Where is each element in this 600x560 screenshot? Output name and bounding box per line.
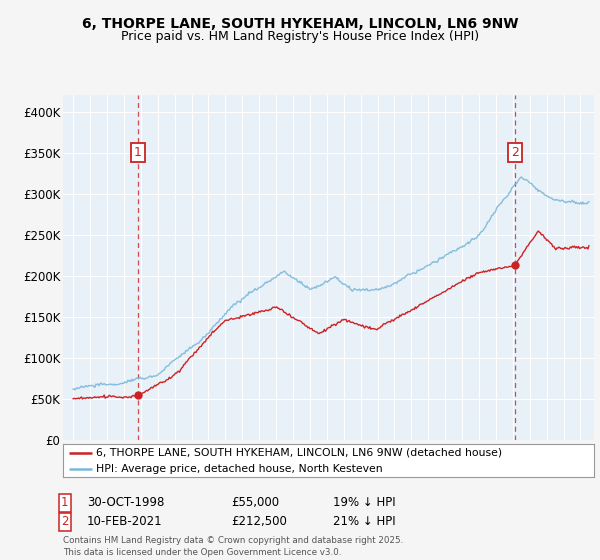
Text: 2: 2 [511,146,519,159]
Text: 6, THORPE LANE, SOUTH HYKEHAM, LINCOLN, LN6 9NW: 6, THORPE LANE, SOUTH HYKEHAM, LINCOLN, … [82,16,518,30]
Text: £212,500: £212,500 [231,515,287,529]
Text: Price paid vs. HM Land Registry's House Price Index (HPI): Price paid vs. HM Land Registry's House … [121,30,479,43]
Text: 2: 2 [61,515,68,529]
Text: 10-FEB-2021: 10-FEB-2021 [87,515,163,529]
Text: 6, THORPE LANE, SOUTH HYKEHAM, LINCOLN, LN6 9NW (detached house): 6, THORPE LANE, SOUTH HYKEHAM, LINCOLN, … [97,447,503,458]
Text: HPI: Average price, detached house, North Kesteven: HPI: Average price, detached house, Nort… [97,464,383,474]
Text: 19% ↓ HPI: 19% ↓ HPI [333,496,395,510]
Text: Contains HM Land Registry data © Crown copyright and database right 2025.
This d: Contains HM Land Registry data © Crown c… [63,536,403,557]
Text: 1: 1 [61,496,68,510]
Text: £55,000: £55,000 [231,496,279,510]
Text: 30-OCT-1998: 30-OCT-1998 [87,496,164,510]
Text: 21% ↓ HPI: 21% ↓ HPI [333,515,395,529]
Text: 1: 1 [134,146,142,159]
